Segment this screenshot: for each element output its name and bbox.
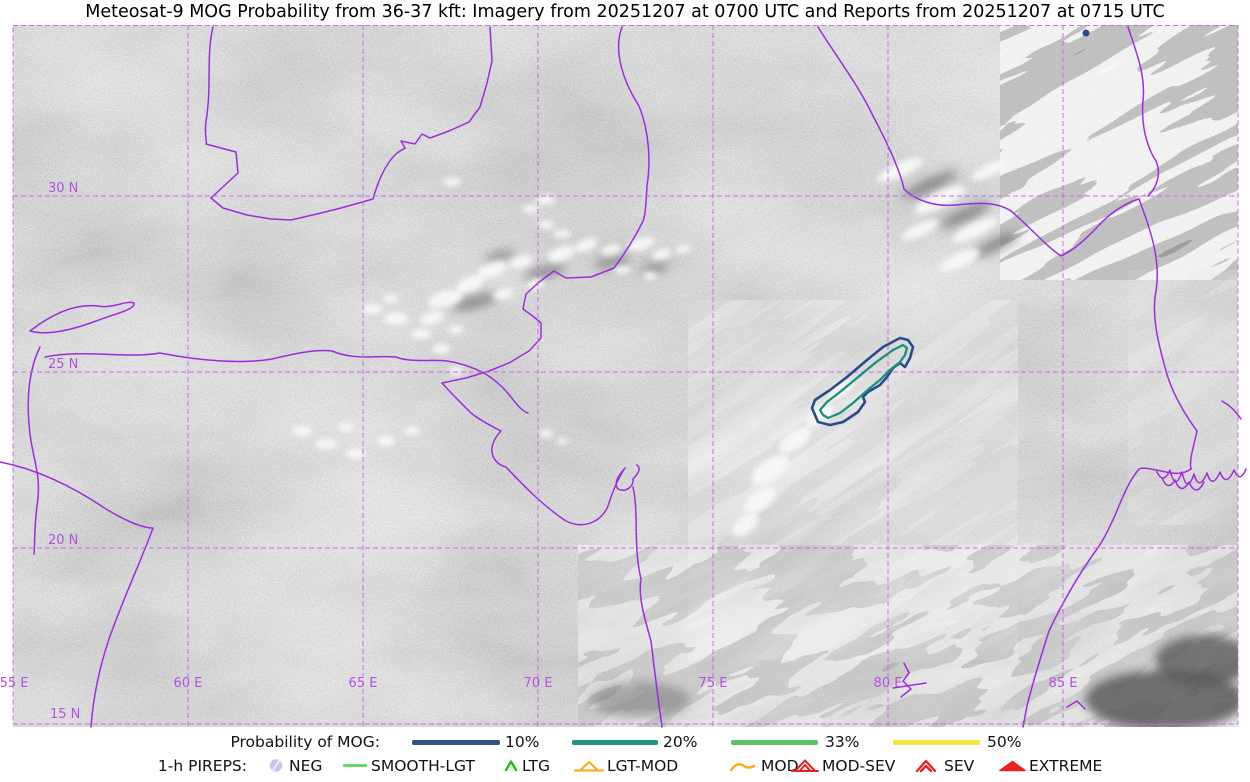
- map-border: [12, 25, 1239, 725]
- mog-contour-20pct: [818, 343, 909, 420]
- lon-label: 80 E: [874, 676, 903, 691]
- lon-label: 65 E: [349, 676, 378, 691]
- lon-label: 60 E: [174, 676, 203, 691]
- coastline-bengal-delta: [1022, 467, 1247, 728]
- lat-label: 15 N: [50, 707, 80, 722]
- mog-probability-contours: [810, 336, 915, 427]
- coastlines-and-borders: [0, 26, 1247, 728]
- graticule: [12, 25, 1239, 727]
- lon-label: 75 E: [699, 676, 728, 691]
- graticule-labels: 30 N 25 N 20 N 15 N 55 E 60 E 65 E 70 E …: [0, 181, 1077, 722]
- product-title: Meteosat-9 MOG Probability from 36-37 kf…: [85, 2, 1165, 22]
- map-marker-dot: [1082, 29, 1090, 37]
- lat-label: 30 N: [48, 181, 78, 196]
- lon-label: 85 E: [1049, 676, 1078, 691]
- lat-label: 20 N: [48, 533, 78, 548]
- border-india-pakistan: [441, 26, 650, 384]
- coastline-arabia-makran: [0, 301, 529, 728]
- border-west-pakistan: [204, 26, 493, 221]
- border-himalaya-northeast: [817, 26, 1198, 470]
- mog-contour-10pct: [810, 336, 915, 427]
- coastline-india-west: [441, 382, 663, 728]
- river-and-island-marks: [892, 400, 1242, 710]
- lon-label: 55 E: [0, 676, 28, 691]
- lat-label: 25 N: [48, 357, 78, 372]
- lon-label: 70 E: [524, 676, 553, 691]
- satellite-texture: [13, 25, 1238, 727]
